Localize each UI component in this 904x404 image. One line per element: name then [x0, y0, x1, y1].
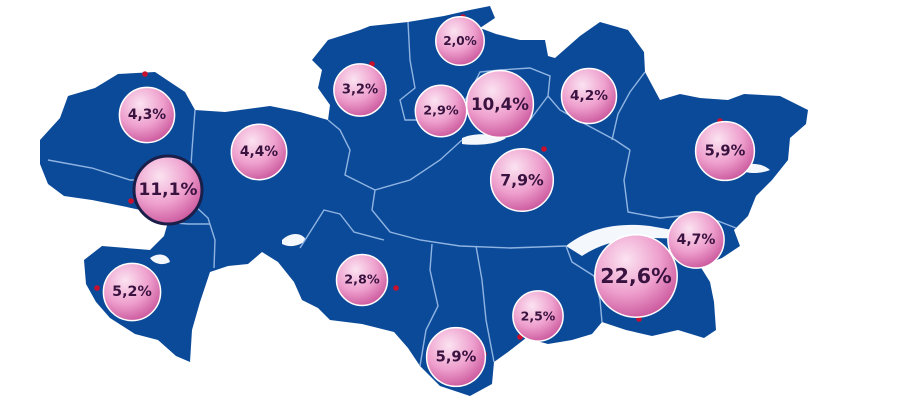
bubble-percent-label: 4,4%	[240, 144, 278, 160]
bubble-percent-label: 2,0%	[443, 34, 477, 48]
capital-marker	[393, 285, 399, 291]
bubble-percent-label: 4,2%	[570, 88, 608, 104]
bubble-circle	[435, 16, 485, 66]
bubble-circle	[335, 253, 389, 307]
bubble-circle	[425, 326, 487, 388]
region-bubble[interactable]: 5,9%	[694, 120, 756, 182]
bubble-circle	[667, 211, 725, 269]
region-bubble[interactable]: 2,8%	[335, 253, 389, 307]
capital-marker	[94, 285, 100, 291]
capital-marker	[142, 71, 148, 77]
region-bubble[interactable]: 4,2%	[560, 67, 618, 125]
bubble-circle	[333, 63, 387, 117]
bubble-percent-label: 10,4%	[471, 94, 529, 114]
region-bubble[interactable]: 7,9%	[489, 147, 555, 213]
region-bubble[interactable]: 5,2%	[102, 262, 162, 322]
capital-marker	[128, 198, 134, 204]
region-bubble[interactable]: 4,3%	[118, 86, 176, 144]
region-bubble[interactable]: 4,4%	[230, 123, 288, 181]
lake-caspian-bay	[150, 254, 170, 265]
bubble-percent-label: 5,9%	[436, 349, 477, 366]
bubble-percent-label: 5,2%	[112, 284, 152, 300]
region-bubble[interactable]: 2,0%	[435, 16, 485, 66]
bubble-circle	[132, 154, 204, 226]
region-bubble[interactable]: 22,6%	[594, 234, 678, 318]
bubble-circle	[465, 69, 535, 139]
region-bubble[interactable]: 10,4%	[465, 69, 535, 139]
region-bubble[interactable]: 4,7%	[667, 211, 725, 269]
bubble-circle	[694, 120, 756, 182]
bubble-percent-label: 7,9%	[500, 171, 544, 190]
bubble-percent-label: 4,7%	[677, 232, 716, 248]
bubble-circle	[512, 290, 564, 342]
region-borders	[47, 21, 737, 367]
region-bubble[interactable]: 11,1%	[132, 154, 204, 226]
bubble-percent-label: 2,5%	[521, 309, 556, 324]
bubble-circle	[560, 67, 618, 125]
bubble-percent-label: 2,8%	[344, 273, 380, 288]
bubble-circle	[102, 262, 162, 322]
bubble-percent-label: 3,2%	[342, 83, 378, 98]
bubble-percent-label: 5,9%	[705, 143, 746, 160]
bubble-percent-label: 4,3%	[128, 107, 166, 123]
region-bubble[interactable]: 3,2%	[333, 63, 387, 117]
bubble-percent-label: 11,1%	[139, 180, 198, 200]
region-bubble[interactable]: 2,9%	[414, 84, 468, 138]
bubble-circle	[594, 234, 678, 318]
bubble-circle	[230, 123, 288, 181]
bubble-percent-label: 2,9%	[423, 104, 459, 119]
region-bubbles: 2,0% 4,3% 3,2% 2,9% 10,4% 4,2% 4,4% 5,9% 11,1% 7,…	[102, 16, 756, 388]
capital-marker	[541, 146, 547, 152]
bubble-percent-label: 22,6%	[600, 264, 671, 288]
bubble-circle	[489, 147, 555, 213]
bubble-circle	[118, 86, 176, 144]
region-bubble[interactable]: 2,5%	[512, 290, 564, 342]
lake-aral	[282, 234, 306, 247]
region-bubble[interactable]: 5,9%	[425, 326, 487, 388]
